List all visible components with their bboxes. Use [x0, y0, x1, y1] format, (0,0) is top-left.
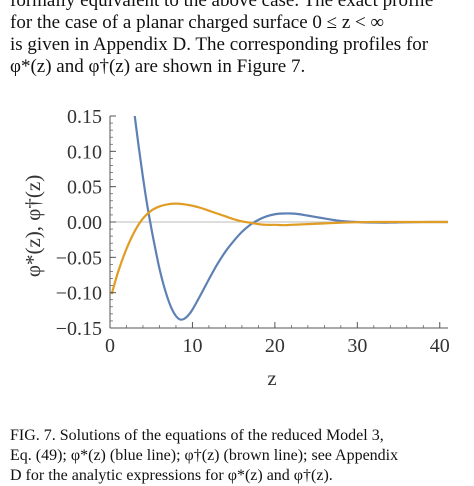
series-line-blue	[133, 116, 448, 321]
y-tick-label: −0.15	[56, 318, 102, 340]
y-tick-label: −0.10	[56, 283, 102, 305]
x-tick-label: 10	[182, 335, 202, 357]
y-axis-label: φ*(z), φ†(z)	[21, 175, 45, 277]
y-tick-label: −0.05	[56, 247, 102, 269]
body-text-line: formally equivalent to the above case. T…	[10, 0, 434, 11]
y-tick-label: 0.05	[67, 177, 102, 199]
figure-7-plot: 0.15 0.10 0.05 0.00 −0.05 −0.10 −0.150 10 20 30 40…	[21, 106, 450, 390]
x-tick-label: 40	[430, 335, 450, 357]
x-tick-label: 0	[105, 335, 115, 357]
body-text: formally equivalent to the above case. T…	[0, 0, 474, 80]
body-text-line: for the case of a planar charged surface…	[10, 12, 385, 33]
y-tick-label: 0.00	[67, 212, 102, 234]
figure-caption: FIG. 7. Solutions of the equations of th…	[0, 420, 474, 484]
body-text-line: is given in Appendix D. The correspondin…	[10, 34, 429, 55]
x-tick-label: 20	[265, 335, 285, 357]
caption-line: Eq. (49); φ*(z) (blue line); φ†(z) (brow…	[10, 447, 399, 464]
x-axis-label: z	[267, 366, 276, 390]
x-tick-label: 30	[347, 335, 367, 357]
series-line-orange	[110, 202, 448, 295]
body-text-line: φ*(z) and φ†(z) are shown in Figure 7.	[10, 56, 306, 77]
caption-line: FIG. 7. Solutions of the equations of th…	[10, 427, 384, 444]
plot-ticks: 0.15 0.10 0.05 0.00 −0.05 −0.10 −0.150 10 20 30 40	[56, 106, 450, 357]
plot-series	[110, 116, 448, 321]
caption-line: D for the analytic expressions for φ*(z)…	[10, 467, 333, 484]
y-tick-label: 0.15	[67, 106, 102, 128]
y-tick-label: 0.10	[67, 141, 102, 163]
